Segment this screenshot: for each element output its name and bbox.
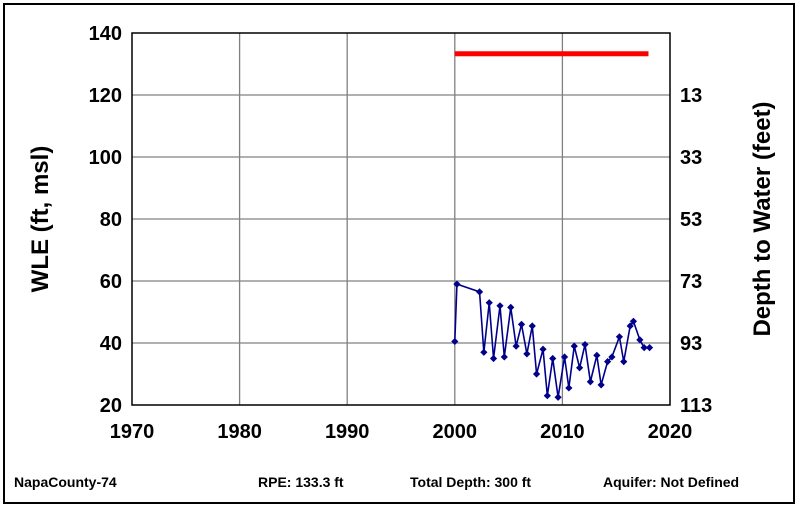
data-point bbox=[539, 345, 547, 353]
data-point bbox=[608, 353, 616, 361]
x-tick-label: 1980 bbox=[217, 421, 262, 443]
data-point bbox=[543, 392, 551, 400]
y-tick-label: 80 bbox=[100, 209, 122, 231]
data-point bbox=[475, 288, 484, 296]
data-point bbox=[586, 378, 594, 386]
data-point bbox=[593, 351, 601, 359]
y2-tick-label: 33 bbox=[680, 147, 702, 169]
y-tick-label: 140 bbox=[89, 23, 122, 45]
data-point bbox=[565, 384, 573, 392]
data-point bbox=[480, 348, 488, 356]
well-id-label: NapaCounty-74 bbox=[14, 474, 117, 490]
plot-border bbox=[131, 32, 671, 406]
data-point bbox=[626, 322, 634, 330]
data-point bbox=[485, 299, 493, 307]
x-tick-label: 1990 bbox=[325, 421, 370, 443]
data-point bbox=[597, 381, 605, 389]
data-point bbox=[512, 342, 520, 350]
data-point bbox=[560, 353, 569, 361]
y-tick-label: 40 bbox=[100, 333, 122, 355]
y2-tick-label: 113 bbox=[680, 395, 712, 417]
data-point bbox=[620, 358, 628, 366]
total-depth-label: Total Depth: 300 ft bbox=[410, 474, 532, 490]
data-point bbox=[507, 303, 515, 311]
y2-tick-label: 53 bbox=[680, 209, 702, 231]
data-point bbox=[581, 340, 589, 349]
rpe-label: RPE: 133.3 ft bbox=[258, 474, 344, 490]
y2-axis-title: Depth to Water (feet) bbox=[749, 101, 776, 336]
data-point bbox=[615, 333, 624, 341]
y-tick-label: 20 bbox=[100, 395, 122, 417]
data-point bbox=[532, 370, 541, 378]
data-point bbox=[629, 317, 638, 325]
data-point bbox=[489, 354, 498, 363]
y-axis-title: WLE (ft, msl) bbox=[27, 146, 54, 293]
y2-tick-label: 93 bbox=[680, 333, 702, 355]
x-tick-label: 1970 bbox=[110, 421, 155, 443]
data-point bbox=[517, 320, 526, 328]
data-point bbox=[451, 337, 459, 346]
data-point bbox=[603, 358, 612, 366]
data-point bbox=[523, 350, 531, 358]
x-tick-label: 2010 bbox=[540, 421, 585, 443]
aquifer-label: Aquifer: Not Defined bbox=[603, 474, 740, 490]
y2-tick-label: 73 bbox=[680, 271, 702, 293]
data-point bbox=[453, 280, 461, 288]
data-point bbox=[554, 393, 562, 401]
data-point bbox=[528, 322, 536, 330]
y-tick-label: 100 bbox=[89, 147, 122, 169]
data-point bbox=[500, 353, 508, 361]
y-tick-label: 60 bbox=[100, 271, 122, 293]
x-tick-label: 2020 bbox=[648, 421, 693, 443]
data-point bbox=[576, 364, 584, 372]
data-point bbox=[636, 336, 644, 344]
data-point bbox=[640, 344, 648, 352]
data-point bbox=[496, 302, 504, 310]
y2-tick-label: 13 bbox=[680, 85, 702, 107]
y-tick-label: 120 bbox=[89, 85, 122, 107]
data-point bbox=[549, 354, 557, 363]
data-point bbox=[570, 342, 578, 350]
data-point bbox=[645, 344, 654, 352]
x-tick-label: 2000 bbox=[433, 421, 478, 443]
